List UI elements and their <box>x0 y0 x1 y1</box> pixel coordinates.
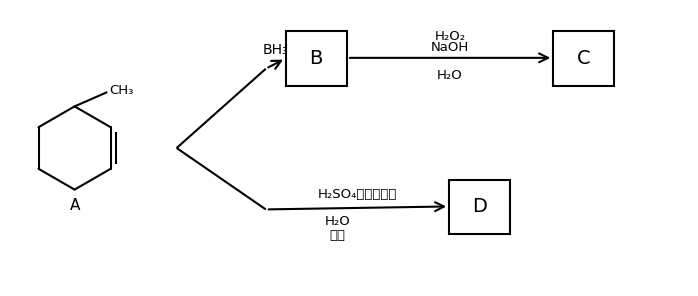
Text: B: B <box>310 49 323 68</box>
Text: BH₃: BH₃ <box>263 43 288 57</box>
Text: CH₃: CH₃ <box>110 84 133 97</box>
Text: D: D <box>473 197 487 216</box>
Bar <box>285 31 347 86</box>
Text: NaOH: NaOH <box>431 41 469 54</box>
Text: A: A <box>69 198 80 213</box>
Text: H₂SO₄（触媒量）: H₂SO₄（触媒量） <box>318 188 397 201</box>
Bar <box>553 31 614 86</box>
Text: H₂O₂: H₂O₂ <box>434 30 466 43</box>
Bar <box>449 180 510 234</box>
Text: 加熱: 加熱 <box>329 229 346 242</box>
Text: H₂O: H₂O <box>325 215 350 228</box>
Text: C: C <box>577 49 591 68</box>
Text: H₂O: H₂O <box>437 69 463 82</box>
